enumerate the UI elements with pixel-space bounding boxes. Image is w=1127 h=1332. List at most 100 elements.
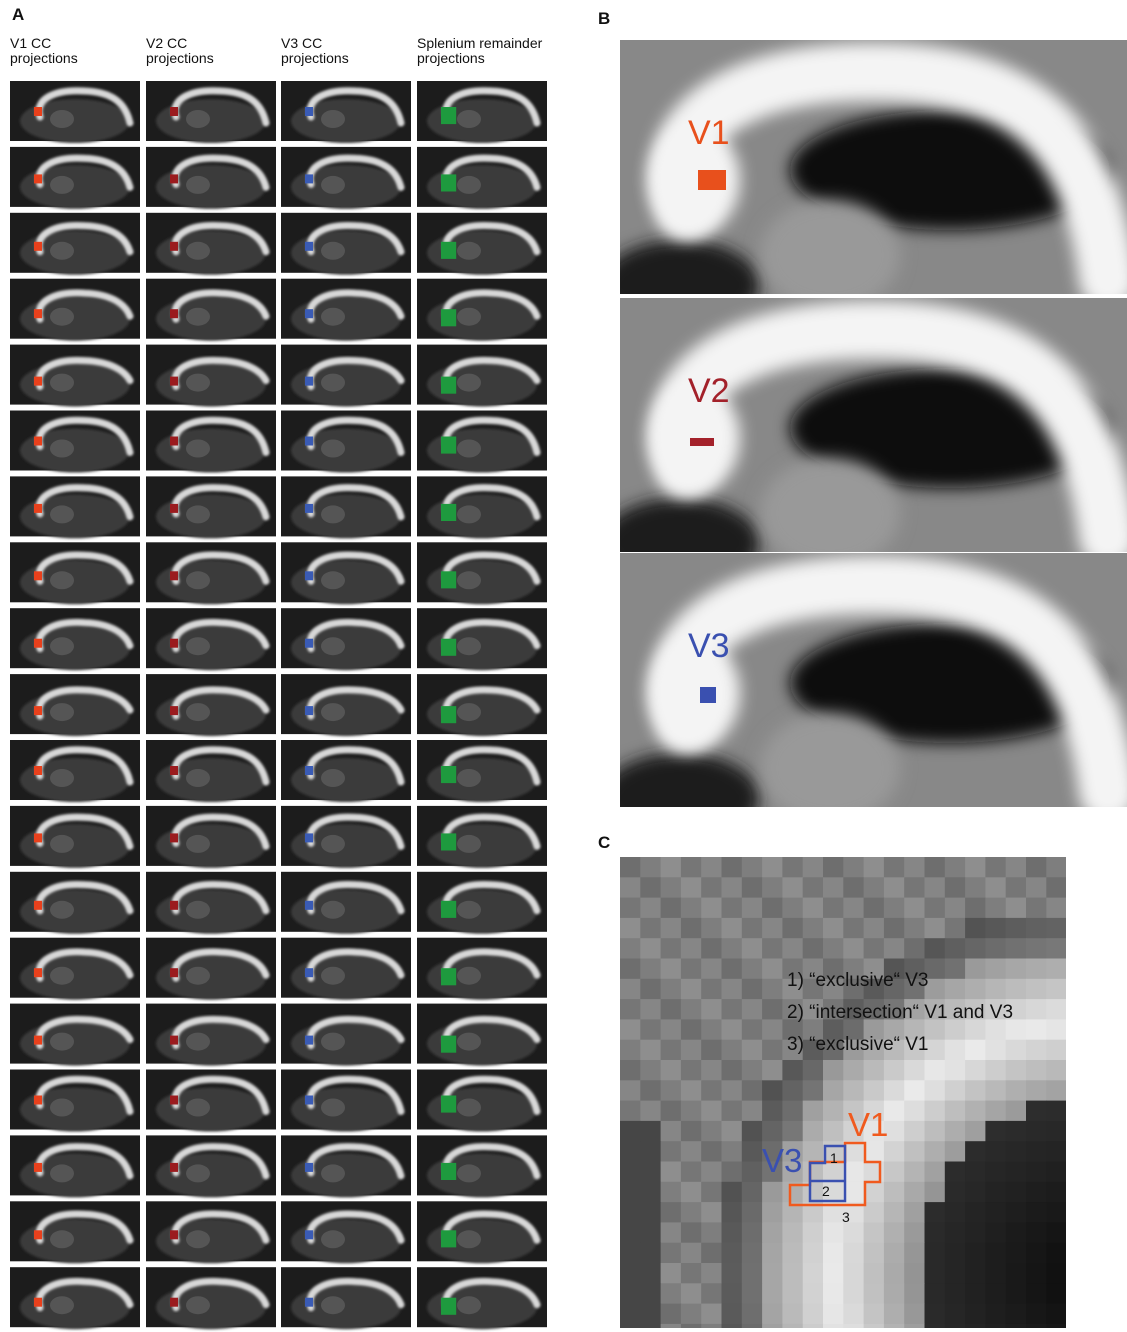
- projection-blob: [34, 833, 42, 842]
- pixel: [1006, 1060, 1027, 1081]
- pixel: [782, 1263, 803, 1284]
- pixel: [864, 1162, 885, 1183]
- mri-thumbnail: [281, 608, 411, 670]
- pixel: [803, 1243, 824, 1264]
- projection-blob: [170, 437, 178, 446]
- thalamus: [50, 703, 74, 721]
- pixel: [742, 1019, 763, 1040]
- pixel: [925, 1162, 946, 1183]
- pixel: [742, 999, 763, 1020]
- pixel: [1046, 979, 1066, 1000]
- projection-blob: [305, 504, 313, 513]
- projection-blob: [441, 309, 456, 326]
- pixel: [884, 938, 905, 959]
- pixel: [945, 1182, 966, 1203]
- pixel: [701, 1304, 722, 1325]
- mri-panel: V3: [600, 553, 1127, 843]
- pixel: [762, 1202, 783, 1223]
- pixel: [985, 1283, 1006, 1304]
- projection-blob: [170, 639, 178, 648]
- thalamus: [50, 110, 74, 128]
- pixel: [1006, 1121, 1027, 1142]
- pixel: [681, 999, 702, 1020]
- pixel: [985, 1060, 1006, 1081]
- pixel: [864, 877, 885, 898]
- pixel: [681, 1101, 702, 1122]
- pixel: [681, 1202, 702, 1223]
- pixel: [620, 1040, 641, 1061]
- pixel: [965, 1222, 986, 1243]
- mri-thumbnail: [10, 1070, 140, 1132]
- pixel: [661, 1162, 682, 1183]
- pixel: [620, 938, 641, 959]
- projection-blob: [170, 242, 178, 251]
- pixel: [762, 979, 783, 1000]
- pixel: [701, 1141, 722, 1162]
- pixel: [681, 918, 702, 939]
- projection-blob: [305, 639, 313, 648]
- projection-blob: [441, 1163, 456, 1180]
- pixel: [884, 918, 905, 939]
- region-label: V1: [688, 114, 730, 152]
- pixel: [803, 857, 824, 878]
- pixel: [640, 877, 661, 898]
- pixel: [701, 1182, 722, 1203]
- thumb-tissue: [291, 231, 401, 275]
- pixel: [681, 1019, 702, 1040]
- thalamus: [186, 1099, 210, 1117]
- mri-thumbnail: [281, 1070, 411, 1132]
- mri-thumbnail: [146, 608, 276, 670]
- pixel: [985, 1304, 1006, 1325]
- pixel: [925, 1101, 946, 1122]
- thalamus: [457, 1164, 481, 1182]
- pixel: [701, 1060, 722, 1081]
- pixel: [762, 1060, 783, 1081]
- pixel: [661, 999, 682, 1020]
- mri-thumbnail: [146, 476, 276, 538]
- pixel: [1026, 1080, 1047, 1101]
- thalamus: [50, 176, 74, 194]
- pixel: [823, 1060, 844, 1081]
- projection-blob: [170, 377, 178, 386]
- thalamus: [50, 1296, 74, 1314]
- thumb-tissue: [20, 231, 130, 275]
- pixel: [864, 1263, 885, 1284]
- pixel: [701, 1243, 722, 1264]
- pixel-image: [620, 857, 1066, 1328]
- roi: [690, 438, 714, 446]
- pixel: [681, 1080, 702, 1101]
- pixel: [701, 979, 722, 1000]
- column-header: V3 CC: [281, 35, 322, 51]
- pixel: [762, 1304, 783, 1325]
- pixel: [661, 1060, 682, 1081]
- projection-blob: [170, 1036, 178, 1045]
- pixel: [843, 918, 864, 939]
- pixel: [925, 1060, 946, 1081]
- pixel: [925, 1080, 946, 1101]
- pixel: [925, 857, 946, 878]
- pixel: [904, 857, 925, 878]
- pixel: [904, 1080, 925, 1101]
- pixel: [661, 1324, 682, 1328]
- thalamus: [186, 374, 210, 392]
- pixel: [843, 898, 864, 919]
- pixel: [620, 1182, 641, 1203]
- pixel: [925, 1243, 946, 1264]
- pixel: [620, 1019, 641, 1040]
- pixel: [843, 1324, 864, 1328]
- pixel: [620, 1243, 641, 1264]
- projection-blob: [170, 1163, 178, 1172]
- mri-thumbnail: [417, 279, 547, 341]
- pixel: [1046, 877, 1066, 898]
- pixel: [681, 1263, 702, 1284]
- column-header: projections: [146, 50, 214, 66]
- pixel: [722, 1121, 743, 1142]
- thalamus: [186, 1296, 210, 1314]
- pixel: [640, 1040, 661, 1061]
- pixel: [782, 877, 803, 898]
- pixel: [762, 1019, 783, 1040]
- pixel: [925, 938, 946, 959]
- thalamus: [50, 1033, 74, 1051]
- thumb-tissue: [20, 890, 130, 934]
- pixel: [1046, 898, 1066, 919]
